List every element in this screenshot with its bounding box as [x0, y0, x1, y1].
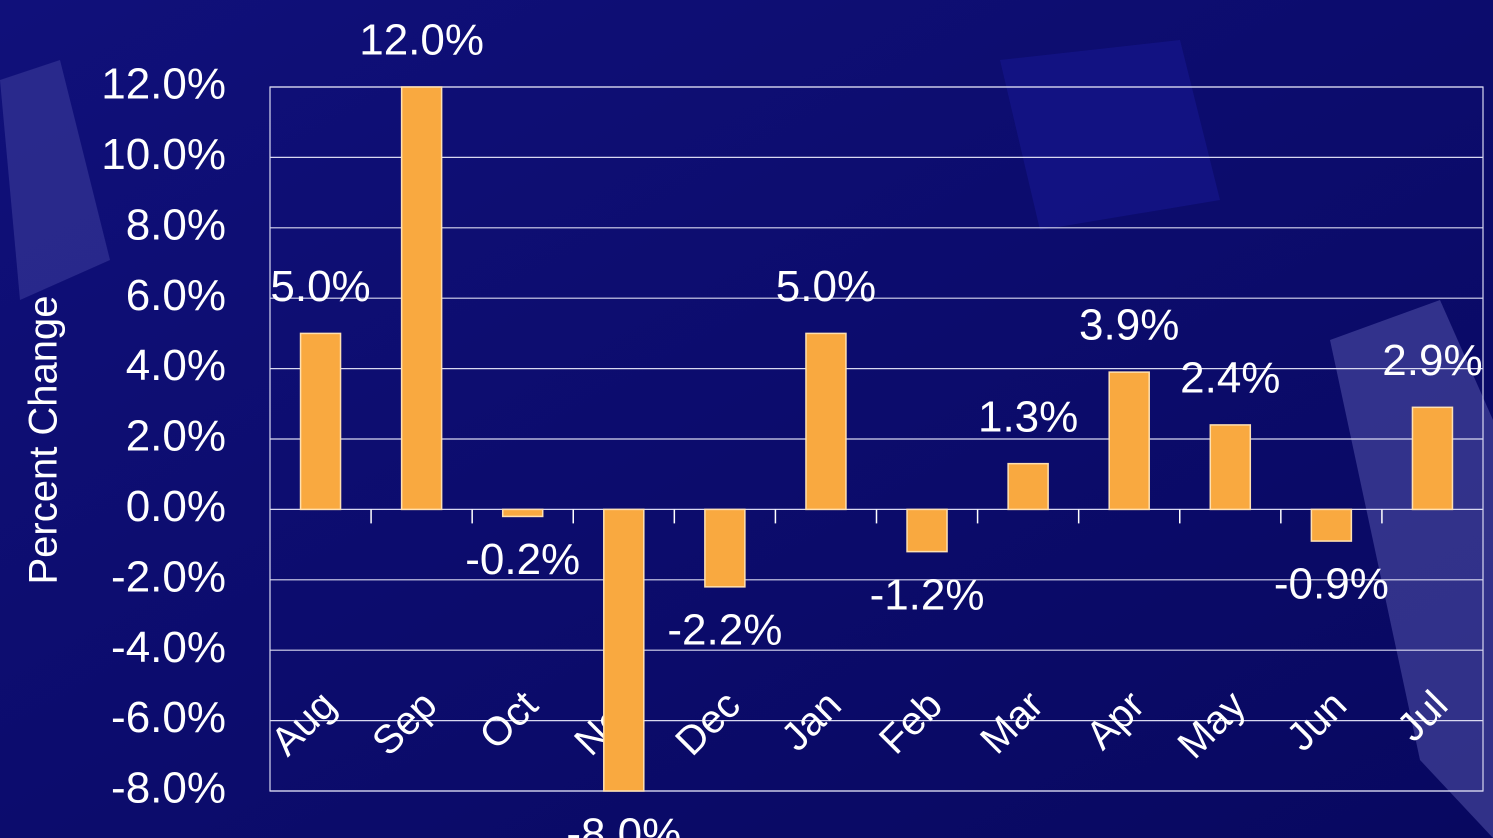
bar	[1109, 372, 1149, 509]
bar	[1311, 509, 1351, 541]
bar	[301, 333, 341, 509]
y-axis-title: Percent Change	[22, 295, 66, 584]
bar	[402, 87, 442, 509]
value-label: 1.3%	[978, 392, 1078, 441]
bar	[604, 509, 644, 791]
bar	[503, 509, 543, 516]
y-tick-label: 6.0%	[126, 271, 226, 320]
value-label: -0.9%	[1274, 560, 1389, 609]
y-tick-label: 8.0%	[126, 200, 226, 249]
y-tick-label: -4.0%	[111, 623, 226, 672]
y-tick-label: -2.0%	[111, 552, 226, 601]
bar	[1008, 464, 1048, 510]
bar	[806, 333, 846, 509]
value-label: -0.2%	[465, 535, 580, 584]
value-label: -8.0%	[566, 810, 681, 838]
bar	[705, 509, 745, 586]
y-tick-label: -8.0%	[111, 764, 226, 813]
bar	[1412, 407, 1452, 509]
y-tick-label: 4.0%	[126, 341, 226, 390]
value-label: 3.9%	[1079, 301, 1179, 350]
value-label: 12.0%	[359, 16, 484, 65]
value-label: -2.2%	[667, 605, 782, 654]
y-tick-label: 12.0%	[101, 60, 226, 109]
chart: Percent Change -8.0% -6.0% -4.0% -2.0% 0.0% 2…	[0, 0, 1493, 838]
y-tick-label: 10.0%	[101, 130, 226, 179]
value-label: 5.0%	[776, 262, 876, 311]
y-tick-label: 0.0%	[126, 482, 226, 531]
value-label: 2.9%	[1382, 336, 1482, 385]
value-label: -1.2%	[870, 570, 985, 619]
y-tick-label: -6.0%	[111, 693, 226, 742]
value-label: 2.4%	[1180, 354, 1280, 403]
value-label: 5.0%	[270, 262, 370, 311]
bar	[1210, 425, 1250, 509]
y-tick-label: 2.0%	[126, 412, 226, 461]
bar	[907, 509, 947, 551]
